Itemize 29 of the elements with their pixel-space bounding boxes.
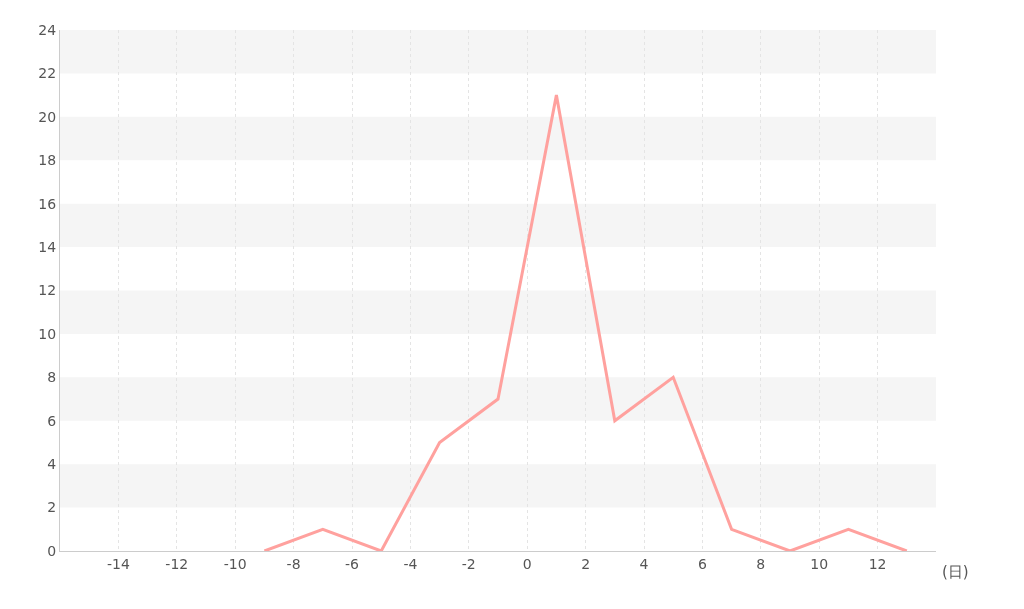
x-tick-label: 4 bbox=[639, 555, 649, 572]
x-tick-label: -12 bbox=[165, 555, 189, 572]
y-tick-label: 24 bbox=[38, 21, 57, 38]
y-tick-label: 20 bbox=[38, 108, 57, 125]
y-tick-label: 8 bbox=[47, 369, 57, 386]
y-tick-label: 22 bbox=[38, 65, 57, 82]
y-tick-label: 2 bbox=[47, 499, 57, 516]
x-tick-label: 12 bbox=[868, 555, 887, 572]
x-tick-label: -14 bbox=[106, 555, 130, 572]
x-tick-label: -10 bbox=[223, 555, 247, 572]
x-tick-label: -2 bbox=[461, 555, 476, 572]
y-tick-label: 12 bbox=[38, 282, 57, 299]
y-tick-label: 0 bbox=[47, 542, 57, 559]
x-tick-label: 6 bbox=[697, 555, 707, 572]
y-tick-label: 4 bbox=[47, 456, 57, 473]
x-tick-label: -4 bbox=[403, 555, 418, 572]
y-tick-label: 18 bbox=[38, 152, 57, 169]
x-tick-label: -8 bbox=[286, 555, 301, 572]
x-tick-label: 2 bbox=[581, 555, 591, 572]
y-tick-label: 14 bbox=[38, 238, 57, 255]
x-axis-title: (日) bbox=[942, 563, 969, 581]
line-series bbox=[262, 93, 909, 551]
y-tick-label: 10 bbox=[38, 325, 57, 342]
x-tick-label: -6 bbox=[345, 555, 360, 572]
x-tick-label: 10 bbox=[810, 555, 829, 572]
x-tick-label: 8 bbox=[756, 555, 766, 572]
y-tick-label: 16 bbox=[38, 195, 57, 212]
x-tick-label: 0 bbox=[522, 555, 532, 572]
y-tick-label: 6 bbox=[47, 412, 57, 429]
